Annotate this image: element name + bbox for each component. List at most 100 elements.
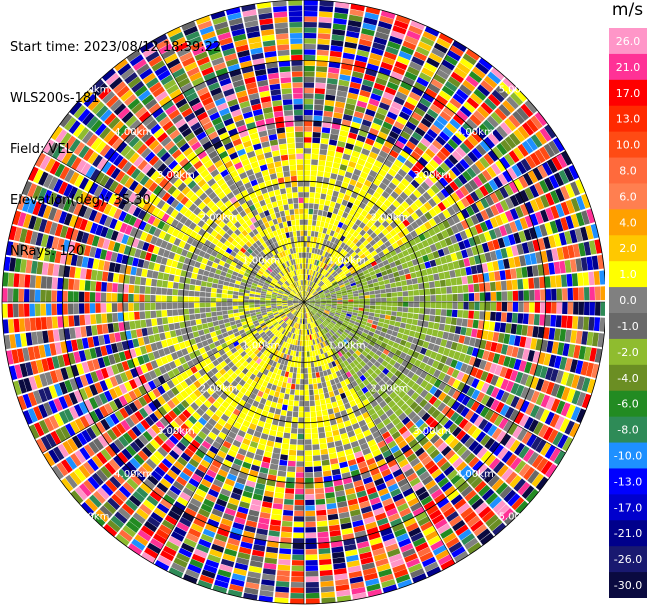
velocity-gate <box>316 520 328 527</box>
velocity-gate <box>294 389 300 396</box>
velocity-gate <box>447 206 456 216</box>
velocity-gate <box>304 300 310 302</box>
velocity-gate <box>352 474 362 482</box>
velocity-gate <box>304 296 306 302</box>
velocity-gate <box>355 332 362 338</box>
velocity-gate <box>117 293 123 302</box>
velocity-gate <box>310 411 317 418</box>
velocity-gate <box>399 150 410 159</box>
velocity-gate <box>306 312 309 319</box>
velocity-gate <box>533 314 540 326</box>
velocity-gate <box>309 323 313 329</box>
velocity-gate <box>465 48 480 61</box>
velocity-gate <box>403 302 409 307</box>
velocity-gate <box>454 232 463 242</box>
velocity-gate <box>330 173 338 180</box>
velocity-gate <box>328 330 334 336</box>
velocity-gate <box>523 290 530 301</box>
velocity-gate <box>525 488 539 503</box>
velocity-gate <box>461 533 476 546</box>
velocity-gate <box>311 422 318 429</box>
velocity-gate <box>353 304 359 308</box>
velocity-gate <box>169 330 177 338</box>
velocity-gate <box>415 376 424 386</box>
velocity-gate <box>515 371 524 384</box>
velocity-gate <box>304 49 316 55</box>
velocity-gate <box>437 346 445 355</box>
velocity-gate <box>314 305 320 308</box>
velocity-gate <box>472 319 479 329</box>
velocity-gate <box>405 420 415 430</box>
velocity-gate <box>163 324 170 332</box>
velocity-gate <box>167 316 174 324</box>
velocity-gate <box>307 329 310 335</box>
velocity-gate <box>499 156 511 169</box>
velocity-gate <box>404 468 415 478</box>
velocity-gate <box>385 310 392 316</box>
velocity-gate <box>485 194 495 206</box>
velocity-gate <box>408 527 422 538</box>
velocity-gate <box>314 394 320 401</box>
velocity-gate <box>479 292 486 301</box>
velocity-gate <box>316 338 320 344</box>
velocity-gate <box>340 466 350 474</box>
velocity-gate <box>377 72 390 81</box>
velocity-gate <box>388 553 403 563</box>
velocity-gate <box>232 305 239 310</box>
velocity-gate <box>338 387 345 394</box>
velocity-gate <box>494 364 503 376</box>
velocity-gate <box>349 319 356 324</box>
field-label: Field: VEL <box>10 142 73 157</box>
velocity-gate <box>395 14 411 25</box>
velocity-gate <box>319 371 324 378</box>
velocity-gate <box>469 226 478 236</box>
velocity-gate <box>479 221 489 232</box>
velocity-gate <box>299 329 302 335</box>
velocity-gate <box>378 364 386 372</box>
velocity-gate <box>332 326 339 332</box>
velocity-gate <box>490 374 499 386</box>
velocity-gate <box>322 239 328 246</box>
velocity-gate <box>431 234 440 243</box>
velocity-gate <box>540 339 548 352</box>
velocity-gate <box>89 292 96 302</box>
velocity-gate <box>364 260 371 266</box>
velocity-gate <box>318 160 326 166</box>
velocity-gate <box>517 279 524 290</box>
velocity-gate <box>342 415 350 422</box>
velocity-gate <box>352 422 360 430</box>
velocity-gate <box>369 357 377 364</box>
velocity-gate <box>95 313 102 324</box>
velocity-gate <box>540 394 551 408</box>
velocity-gate <box>324 425 332 432</box>
velocity-gate <box>341 119 352 127</box>
velocity-gate <box>367 187 376 196</box>
velocity-gate <box>278 465 287 472</box>
velocity-gate <box>306 252 309 258</box>
velocity-gate <box>347 184 355 192</box>
velocity-gate <box>263 451 272 458</box>
velocity-gate <box>361 317 368 322</box>
velocity-gate <box>560 201 570 216</box>
velocity-gate <box>299 395 304 401</box>
velocity-gate <box>308 203 314 209</box>
velocity-gate <box>370 183 378 191</box>
velocity-gate <box>371 502 383 511</box>
velocity-gate <box>334 151 343 159</box>
velocity-gate <box>418 471 430 481</box>
velocity-gate <box>394 217 402 226</box>
velocity-gate <box>484 409 495 421</box>
velocity-gate <box>485 396 495 408</box>
velocity-gate <box>357 313 364 318</box>
velocity-gate <box>474 188 484 200</box>
velocity-gate <box>519 336 527 348</box>
velocity-gate <box>341 308 348 311</box>
velocity-gate <box>398 538 412 548</box>
velocity-gate <box>348 412 356 420</box>
velocity-gate <box>526 325 534 337</box>
velocity-gate <box>139 294 145 302</box>
velocity-gate <box>386 507 398 517</box>
velocity-gate <box>451 203 461 213</box>
velocity-gate <box>318 27 331 34</box>
velocity-gate <box>304 109 313 116</box>
